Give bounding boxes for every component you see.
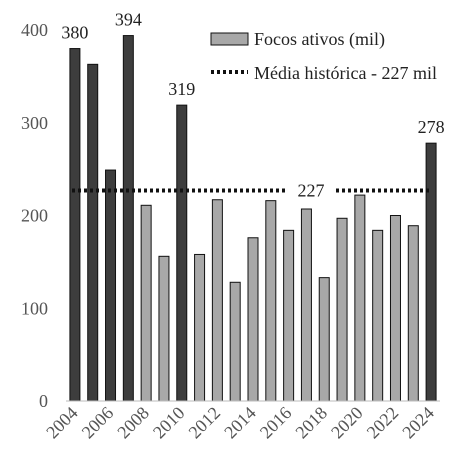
legend-swatch-bar — [210, 32, 249, 46]
x-tick-label: 2006 — [78, 403, 118, 443]
x-tick-label: 2022 — [363, 403, 403, 443]
x-tick-label: 2016 — [256, 403, 296, 443]
reference-line-label: 227 — [298, 180, 325, 200]
bar-2005 — [87, 63, 99, 402]
bar-2022 — [389, 215, 401, 402]
bar-2007 — [122, 35, 134, 402]
bar-2008 — [140, 204, 152, 402]
bar-2011 — [194, 253, 206, 402]
legend-label-bar: Focos ativos (mil) — [254, 29, 385, 50]
data-label-2010: 319 — [168, 79, 195, 99]
data-label-2024: 278 — [418, 117, 445, 137]
x-tick-label: 2014 — [220, 403, 260, 443]
data-label-2004: 380 — [61, 23, 88, 43]
x-tick-label: 2004 — [42, 403, 82, 443]
x-tick-label: 2010 — [149, 403, 189, 443]
bar-2013 — [229, 281, 241, 402]
x-tick-label: 2020 — [327, 403, 367, 443]
bar-2010 — [176, 104, 188, 402]
bar-2024 — [425, 142, 437, 402]
bar-2018 — [318, 277, 330, 402]
data-labels: 380 394 319 278 — [61, 10, 444, 138]
bar-2006 — [105, 169, 117, 402]
x-tick-label: 2012 — [185, 403, 225, 443]
x-tick-label: 2008 — [113, 403, 153, 443]
y-axis: 0 100 200 300 400 — [21, 20, 48, 411]
bar-2004 — [69, 48, 81, 402]
bar-2014 — [247, 237, 259, 402]
bar-2020 — [354, 194, 366, 402]
bar-2012 — [211, 199, 223, 402]
bar-2023 — [407, 225, 419, 402]
legend-label-line: Média histórica - 227 mil — [254, 63, 437, 83]
bar-2016 — [283, 229, 295, 402]
x-tick-label: 2018 — [291, 403, 331, 443]
bar-2019 — [336, 217, 348, 402]
y-tick-label: 0 — [39, 391, 48, 411]
bar-2009 — [158, 255, 170, 402]
y-tick-label: 400 — [21, 20, 48, 40]
x-axis: 2004200620082010201220142016201820202022… — [42, 400, 440, 443]
y-tick-label: 200 — [21, 206, 48, 226]
legend: Focos ativos (mil) Média histórica - 227… — [210, 29, 437, 83]
y-tick-label: 100 — [21, 298, 48, 318]
bars — [69, 35, 437, 402]
reference-line: 227 — [72, 180, 432, 200]
y-tick-label: 300 — [21, 113, 48, 133]
bar-2015 — [265, 200, 277, 402]
bar-2017 — [300, 208, 312, 402]
bar-2021 — [372, 229, 384, 402]
data-label-2007: 394 — [115, 10, 142, 30]
x-tick-label: 2024 — [398, 403, 438, 443]
